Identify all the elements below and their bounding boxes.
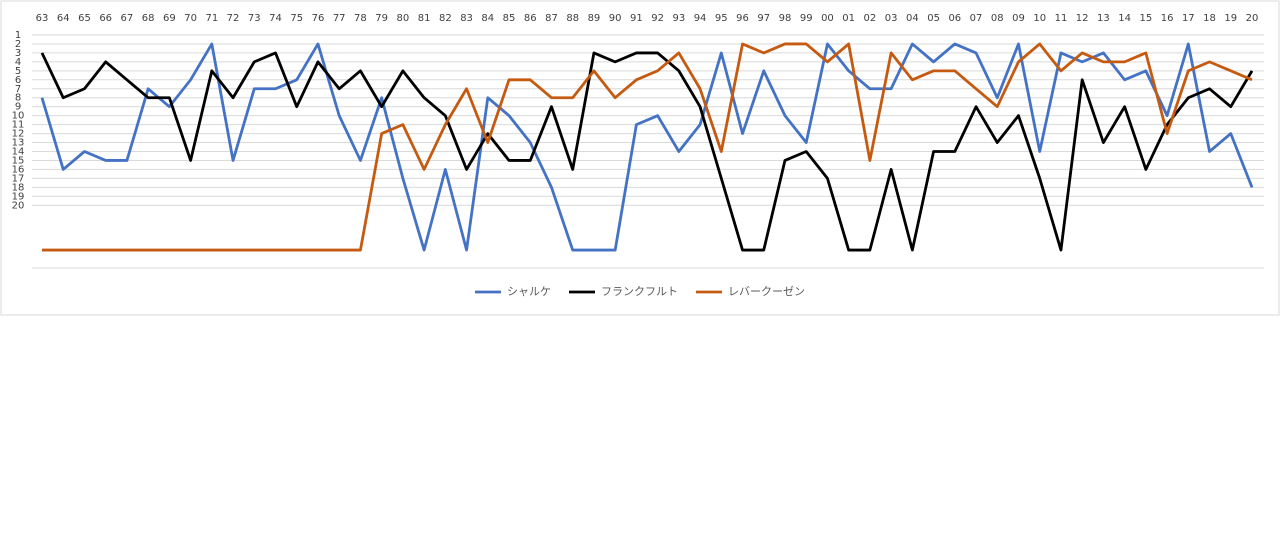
x-tick-label: 06 — [948, 13, 961, 24]
y-tick-label: 3 — [15, 48, 21, 59]
x-tick-label: 66 — [99, 13, 112, 24]
x-tick-label: 82 — [439, 13, 452, 24]
x-tick-label: 71 — [205, 13, 218, 24]
y-tick-label: 6 — [15, 75, 21, 86]
x-tick-label: 05 — [927, 13, 940, 24]
x-tick-label: 63 — [36, 13, 49, 24]
x-tick-label: 85 — [503, 13, 516, 24]
x-tick-label: 18 — [1203, 13, 1216, 24]
x-tick-label: 02 — [864, 13, 877, 24]
x-tick-label: 20 — [1246, 13, 1259, 24]
y-tick-label: 1 — [15, 30, 21, 41]
x-tick-label: 08 — [991, 13, 1004, 24]
x-tick-label: 78 — [354, 13, 367, 24]
x-tick-label: 75 — [290, 13, 303, 24]
x-tick-label: 00 — [821, 13, 834, 24]
y-tick-label: 8 — [15, 93, 21, 104]
y-tick-label: 9 — [15, 102, 21, 113]
x-tick-label: 19 — [1224, 13, 1237, 24]
legend-label: レバークーゼン — [728, 285, 805, 298]
x-tick-label: 16 — [1161, 13, 1174, 24]
x-tick-label: 89 — [588, 13, 601, 24]
x-tick-label: 03 — [885, 13, 898, 24]
y-tick-label: 17 — [12, 173, 25, 184]
x-tick-label: 96 — [736, 13, 749, 24]
x-tick-label: 70 — [184, 13, 197, 24]
y-tick-label: 13 — [12, 138, 25, 149]
legend: シャルケ フランクフルト レバークーゼン — [475, 285, 805, 298]
x-tick-label: 76 — [312, 13, 325, 24]
y-tick-label: 4 — [15, 57, 21, 68]
x-tick-label: 97 — [757, 13, 770, 24]
x-tick-label: 17 — [1182, 13, 1195, 24]
x-tick-label: 12 — [1076, 13, 1089, 24]
x-tick-label: 67 — [121, 13, 134, 24]
y-tick-label: 7 — [15, 84, 21, 95]
x-tick-label: 98 — [779, 13, 792, 24]
x-tick-label: 92 — [651, 13, 664, 24]
x-tick-label: 94 — [694, 13, 707, 24]
x-tick-label: 91 — [630, 13, 643, 24]
x-tick-label: 14 — [1118, 13, 1131, 24]
y-tick-label: 19 — [12, 191, 25, 202]
x-tick-label: 79 — [375, 13, 388, 24]
x-tick-label: 72 — [227, 13, 240, 24]
x-tick-label: 13 — [1097, 13, 1110, 24]
x-tick-label: 64 — [57, 13, 70, 24]
x-tick-label: 69 — [163, 13, 176, 24]
y-tick-label: 14 — [12, 147, 25, 158]
y-tick-label: 16 — [12, 164, 25, 175]
x-tick-label: 07 — [970, 13, 983, 24]
y-tick-label: 5 — [15, 66, 21, 77]
series-line — [42, 42, 1253, 252]
x-tick-label: 88 — [566, 13, 579, 24]
x-tick-label: 09 — [1012, 13, 1025, 24]
series-line — [40, 42, 1254, 252]
legend-label: フランクフルト — [601, 285, 678, 298]
y-tick-label: 20 — [12, 200, 25, 211]
y-tick-label: 18 — [12, 182, 25, 193]
x-tick-label: 87 — [545, 13, 558, 24]
legend-label: シャルケ — [507, 285, 551, 298]
x-tick-label: 11 — [1055, 13, 1068, 24]
x-tick-label: 95 — [715, 13, 728, 24]
x-tick-label: 84 — [481, 13, 494, 24]
y-tick-label: 12 — [12, 129, 25, 140]
x-tick-label: 74 — [269, 13, 282, 24]
series-line — [40, 51, 1254, 252]
y-tick-label: 10 — [12, 111, 25, 122]
x-tick-label: 86 — [524, 13, 537, 24]
x-tick-label: 99 — [800, 13, 813, 24]
x-tick-label: 81 — [418, 13, 431, 24]
x-tick-label: 68 — [142, 13, 155, 24]
y-tick-label: 11 — [12, 120, 25, 131]
x-tick-label: 90 — [609, 13, 622, 24]
x-tick-label: 65 — [78, 13, 91, 24]
x-tick-label: 77 — [333, 13, 346, 24]
x-tick-label: 04 — [906, 13, 919, 24]
x-tick-label: 01 — [842, 13, 855, 24]
x-tick-label: 73 — [248, 13, 261, 24]
x-tick-label: 80 — [397, 13, 410, 24]
y-tick-label: 2 — [15, 39, 21, 50]
x-tick-label: 83 — [460, 13, 473, 24]
y-tick-label: 15 — [12, 155, 25, 166]
x-tick-label: 15 — [1139, 13, 1152, 24]
x-tick-label: 93 — [672, 13, 685, 24]
x-tick-label: 10 — [1033, 13, 1046, 24]
